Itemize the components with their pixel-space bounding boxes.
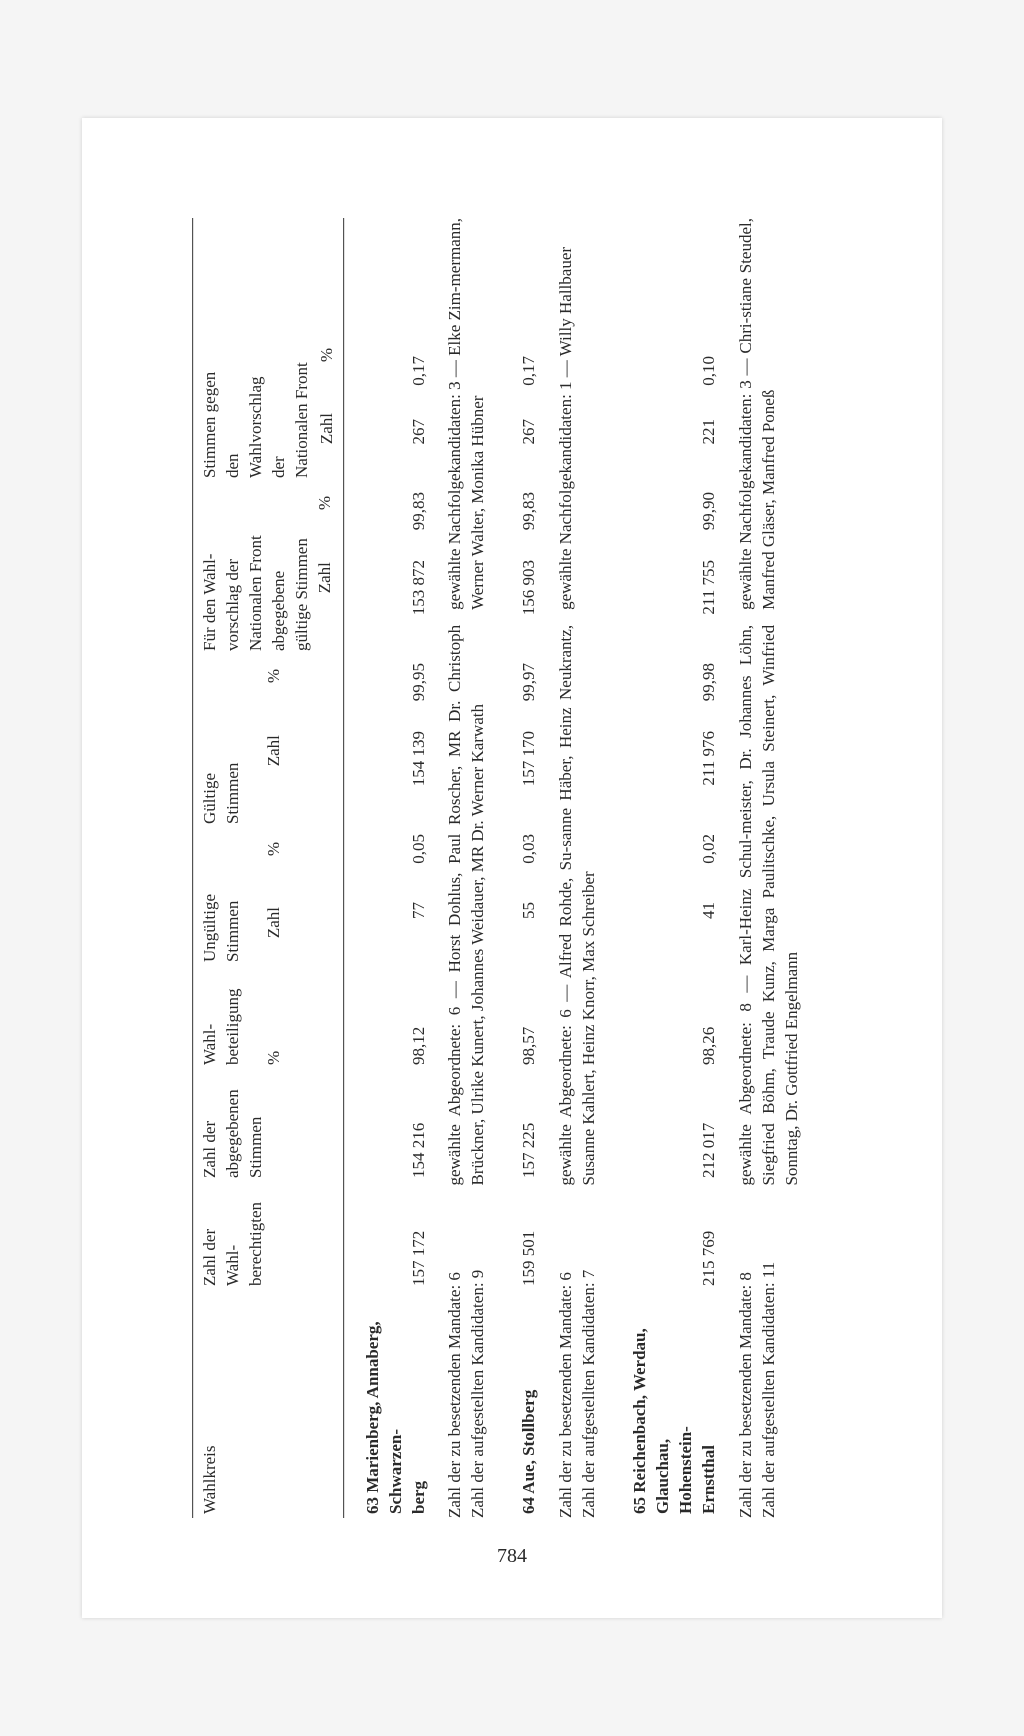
table-header: Wahlkreis Zahl der Wahl- berechtigten Za…: [192, 218, 344, 1518]
abgeordnete-list: gewählte Abgeordnete: 8 — Karl-Heinz Sch…: [735, 610, 804, 1186]
header-gegen-label: Stimmen gegen den Wahlvorschlag der Nati…: [199, 348, 314, 478]
district-row: 63 Marienberg, Annaberg, Schwarzen- berg…: [362, 218, 431, 1518]
cell-gegen-zahl: 221: [698, 415, 721, 488]
district-block: 63 Marienberg, Annaberg, Schwarzen- berg…: [362, 218, 491, 1518]
header-gultige: Gültige Stimmen Zahl %: [199, 655, 339, 828]
district-row: 65 Reichenbach, Werdau, Glauchau, Hohens…: [629, 218, 721, 1518]
header-ungultige: Ungültige Stimmen Zahl %: [199, 828, 339, 966]
district-block: 64 Aue, Stollberg159 501157 22598,57550,…: [518, 218, 601, 1518]
district-notes: Zahl der zu besetzenden Mandate: 6Zahl d…: [555, 218, 601, 1518]
header-pct: %: [314, 486, 337, 552]
page-number: 784: [82, 1545, 942, 1568]
scanned-page: Wahlkreis Zahl der Wahl- berechtigten Za…: [82, 118, 942, 1618]
cell-gultige-zahl: 211 976: [698, 727, 721, 830]
cell-ungultige-pct: 0,05: [408, 830, 431, 898]
abgeordnete-list: gewählte Abgeordnete: 6 — Horst Dohlus, …: [445, 610, 491, 1186]
nachfolge-list: gewählte Nachfolgekandidaten: 3 — Chri-s…: [735, 218, 804, 610]
cell-ungultige-zahl: 77: [408, 898, 431, 966]
district-notes: Zahl der zu besetzenden Mandate: 6Zahl d…: [445, 218, 491, 1518]
cell-abgegebene: 212 017: [698, 1069, 721, 1182]
cell-ungultige-pct: 0,02: [698, 830, 721, 898]
district-notes: Zahl der zu besetzenden Mandate: 8Zahl d…: [735, 218, 804, 1518]
table-content: Wahlkreis Zahl der Wahl- berechtigten Za…: [192, 218, 832, 1518]
cell-fur-pct: 99,83: [408, 488, 431, 556]
cell-gegen-pct: 0,17: [518, 352, 541, 415]
cell-gultige-pct: 99,95: [408, 659, 431, 727]
cell-beteiligung: 98,26: [698, 966, 721, 1069]
cell-fur-zahl: 156 903: [518, 556, 541, 659]
cell-fur-pct: 99,83: [518, 488, 541, 556]
cell-gegen-pct: 0,17: [408, 352, 431, 415]
district-block: 65 Reichenbach, Werdau, Glauchau, Hohens…: [629, 218, 804, 1518]
cell-beteiligung: 98,12: [408, 966, 431, 1069]
header-pct: %: [263, 832, 286, 897]
cell-wahlberechtigte: 159 501: [518, 1182, 541, 1290]
mandate-info: Zahl der zu besetzenden Mandate: 8Zahl d…: [735, 1186, 804, 1518]
header-pct: %: [316, 348, 339, 403]
cell-abgegebene: 154 216: [408, 1069, 431, 1182]
header-wahlberechtigte: Zahl der Wahl- berechtigten: [199, 1182, 339, 1290]
header-zahl: Zahl: [263, 897, 286, 962]
header-zahl: Zahl: [314, 552, 337, 651]
cell-gegen-zahl: 267: [518, 415, 541, 488]
cell-fur-zahl: 211 755: [698, 556, 721, 659]
header-beteiligung-label: Wahl- beteiligung: [199, 970, 245, 1065]
nachfolge-list: gewählte Nachfolgekandidaten: 3 — Elke Z…: [445, 218, 491, 610]
header-gultige-label: Gültige Stimmen: [199, 659, 245, 824]
abgeordnete-list: gewählte Abgeordnete: 6 — Alfred Rohde, …: [555, 610, 601, 1186]
cell-gegen-zahl: 267: [408, 415, 431, 488]
header-fur: Für den Wahl- vorschlag der Nationalen F…: [199, 482, 339, 655]
cell-fur-zahl: 153 872: [408, 556, 431, 659]
cell-gultige-pct: 99,98: [698, 659, 721, 727]
header-fur-label: Für den Wahl- vorschlag der Nationalen F…: [199, 486, 314, 651]
districts-container: 63 Marienberg, Annaberg, Schwarzen- berg…: [362, 218, 804, 1518]
nachfolge-list: gewählte Nachfolgekandidaten: 1 — Willy …: [555, 218, 601, 610]
header-zahl: Zahl: [263, 725, 286, 824]
header-abgegebene: Zahl der abgegebenen Stimmen: [199, 1069, 339, 1182]
cell-gultige-pct: 99,97: [518, 659, 541, 727]
header-pct: %: [263, 659, 286, 725]
mandate-info: Zahl der zu besetzenden Mandate: 6Zahl d…: [445, 1186, 491, 1518]
district-row: 64 Aue, Stollberg159 501157 22598,57550,…: [518, 218, 541, 1518]
cell-gultige-zahl: 154 139: [408, 727, 431, 830]
district-title: 63 Marienberg, Annaberg, Schwarzen- berg: [362, 1290, 431, 1518]
cell-gultige-zahl: 157 170: [518, 727, 541, 830]
cell-wahlberechtigte: 215 769: [698, 1182, 721, 1290]
header-gegen: Stimmen gegen den Wahlvorschlag der Nati…: [199, 344, 339, 482]
header-ungultige-label: Ungültige Stimmen: [199, 832, 245, 962]
cell-abgegebene: 157 225: [518, 1069, 541, 1182]
header-beteiligung: Wahl- beteiligung %: [199, 966, 339, 1069]
cell-wahlberechtigte: 157 172: [408, 1182, 431, 1290]
header-zahl: Zahl: [316, 403, 339, 478]
cell-ungultige-zahl: 41: [698, 898, 721, 966]
cell-beteiligung: 98,57: [518, 966, 541, 1069]
cell-gegen-pct: 0,10: [698, 352, 721, 415]
header-pct: %: [263, 970, 286, 1065]
district-title: 65 Reichenbach, Werdau, Glauchau, Hohens…: [629, 1290, 721, 1518]
cell-ungultige-pct: 0,03: [518, 830, 541, 898]
header-wahlkreis: Wahlkreis: [199, 1290, 339, 1518]
cell-ungultige-zahl: 55: [518, 898, 541, 966]
district-title: 64 Aue, Stollberg: [518, 1290, 541, 1518]
mandate-info: Zahl der zu besetzenden Mandate: 6Zahl d…: [555, 1186, 601, 1518]
cell-fur-pct: 99,90: [698, 488, 721, 556]
